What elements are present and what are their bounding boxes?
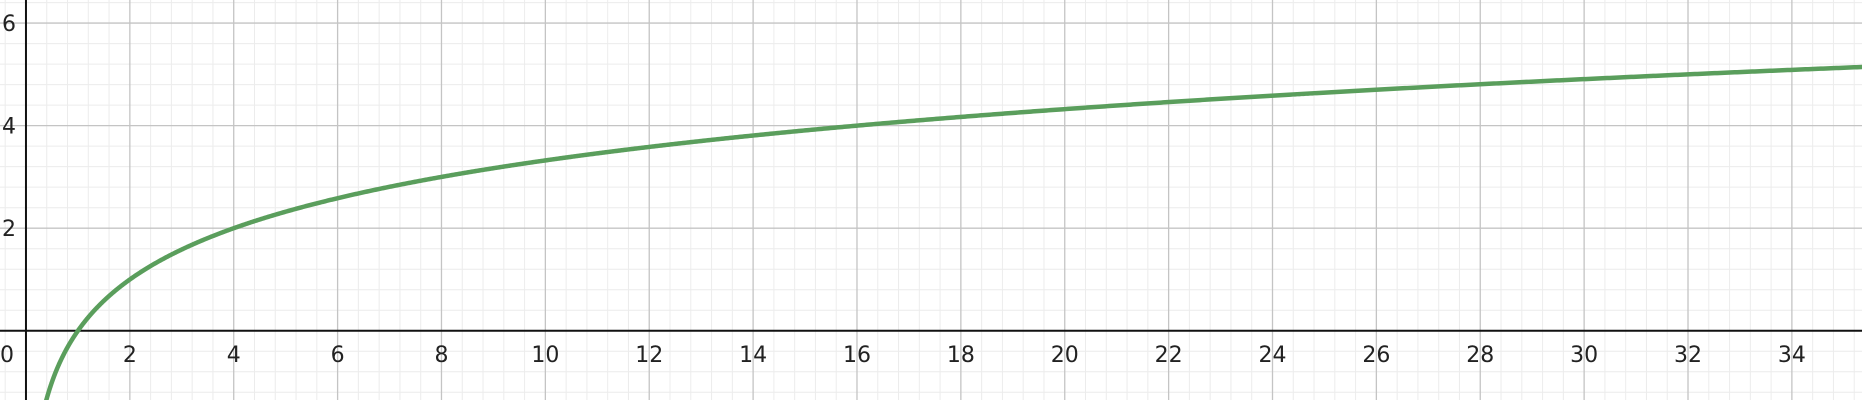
x-tick-label: 14 — [739, 343, 767, 368]
data-point — [75, 328, 81, 334]
y-tick-label: 6 — [2, 12, 16, 37]
y-tick-label: 4 — [2, 115, 16, 140]
y-tick-label: 2 — [2, 217, 16, 242]
data-point — [854, 123, 860, 129]
origin-label: 0 — [0, 343, 14, 368]
x-tick-label: 2 — [123, 343, 137, 368]
x-tick-label: 4 — [227, 343, 241, 368]
x-tick-label: 26 — [1362, 343, 1390, 368]
x-tick-label: 10 — [531, 343, 559, 368]
x-tick-label: 24 — [1258, 343, 1286, 368]
data-point — [127, 276, 133, 282]
x-tick-label: 18 — [947, 343, 975, 368]
x-tick-label: 32 — [1674, 343, 1702, 368]
x-tick-label: 6 — [331, 343, 345, 368]
x-tick-label: 30 — [1570, 343, 1598, 368]
data-point — [231, 225, 237, 231]
series-curve-line — [44, 64, 1862, 400]
curve-layer — [44, 64, 1862, 400]
x-tick-label: 16 — [843, 343, 871, 368]
data-point — [438, 174, 444, 180]
x-tick-label: 34 — [1778, 343, 1806, 368]
x-tick-label: 12 — [635, 343, 663, 368]
x-tick-label: 8 — [434, 343, 448, 368]
x-tick-label: 22 — [1155, 343, 1183, 368]
x-tick-label: 20 — [1051, 343, 1079, 368]
x-tick-label: 28 — [1466, 343, 1494, 368]
data-point — [1685, 71, 1691, 77]
